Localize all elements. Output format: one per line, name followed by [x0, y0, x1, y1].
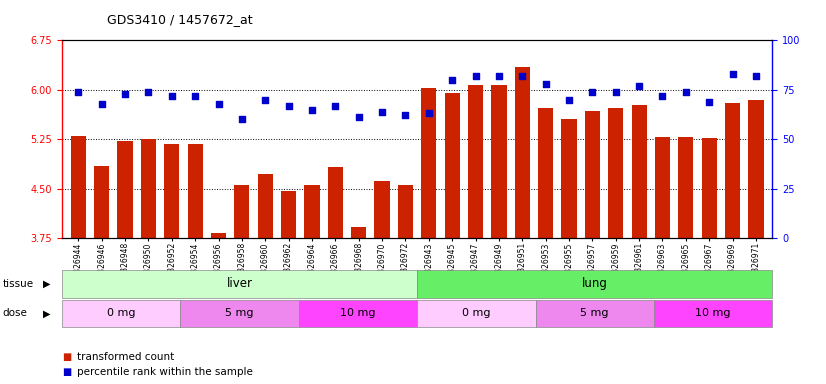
Text: dose: dose — [2, 308, 27, 318]
Bar — [725, 103, 740, 238]
Point — [469, 73, 482, 79]
Bar — [678, 137, 694, 238]
Point — [259, 97, 272, 103]
Point — [539, 81, 553, 87]
Bar — [491, 85, 506, 238]
Bar — [444, 93, 460, 238]
Bar — [374, 181, 390, 238]
Point — [235, 116, 249, 122]
Point — [95, 101, 108, 107]
Bar — [655, 137, 670, 238]
Bar — [117, 141, 133, 238]
Point — [422, 111, 435, 117]
Point — [703, 99, 716, 105]
Point — [726, 71, 739, 77]
Point — [376, 108, 389, 114]
Text: tissue: tissue — [2, 279, 34, 289]
Bar — [351, 227, 366, 238]
Point — [118, 91, 131, 97]
Point — [633, 83, 646, 89]
Point — [563, 97, 576, 103]
Bar — [211, 233, 226, 238]
Point — [399, 113, 412, 119]
Text: 10 mg: 10 mg — [340, 308, 376, 318]
Bar — [71, 136, 86, 238]
Bar — [94, 166, 109, 238]
Point — [492, 73, 506, 79]
Point — [352, 114, 365, 121]
Bar — [235, 185, 249, 238]
Bar — [515, 67, 529, 238]
Text: ▶: ▶ — [43, 308, 50, 318]
Bar — [140, 139, 156, 238]
Bar — [281, 190, 297, 238]
Text: ■: ■ — [62, 367, 71, 377]
Bar — [748, 100, 763, 238]
Point — [515, 73, 529, 79]
Point — [165, 93, 178, 99]
Bar — [328, 167, 343, 238]
Point — [282, 103, 295, 109]
Point — [445, 77, 458, 83]
Text: lung: lung — [582, 277, 608, 290]
Bar — [562, 119, 577, 238]
Text: 5 mg: 5 mg — [225, 308, 254, 318]
Text: 5 mg: 5 mg — [581, 308, 609, 318]
Point — [329, 103, 342, 109]
Text: percentile rank within the sample: percentile rank within the sample — [77, 367, 253, 377]
Bar — [421, 88, 436, 238]
Point — [72, 89, 85, 95]
Bar — [188, 144, 202, 238]
Bar — [538, 108, 553, 238]
Bar — [305, 185, 320, 238]
Bar — [258, 174, 273, 238]
Point — [586, 89, 599, 95]
Bar — [585, 111, 600, 238]
Text: liver: liver — [226, 277, 253, 290]
Text: GDS3410 / 1457672_at: GDS3410 / 1457672_at — [107, 13, 253, 26]
Point — [188, 93, 202, 99]
Bar — [608, 108, 624, 238]
Point — [142, 89, 155, 95]
Text: 10 mg: 10 mg — [695, 308, 731, 318]
Text: ▶: ▶ — [43, 279, 50, 289]
Text: transformed count: transformed count — [77, 352, 174, 362]
Point — [679, 89, 692, 95]
Point — [656, 93, 669, 99]
Bar — [164, 144, 179, 238]
Bar — [701, 138, 717, 238]
Text: 0 mg: 0 mg — [107, 308, 135, 318]
Text: ■: ■ — [62, 352, 71, 362]
Bar — [468, 85, 483, 238]
Bar — [632, 105, 647, 238]
Bar — [398, 185, 413, 238]
Point — [212, 101, 225, 107]
Point — [306, 106, 319, 113]
Point — [609, 89, 622, 95]
Text: 0 mg: 0 mg — [462, 308, 491, 318]
Point — [749, 73, 762, 79]
